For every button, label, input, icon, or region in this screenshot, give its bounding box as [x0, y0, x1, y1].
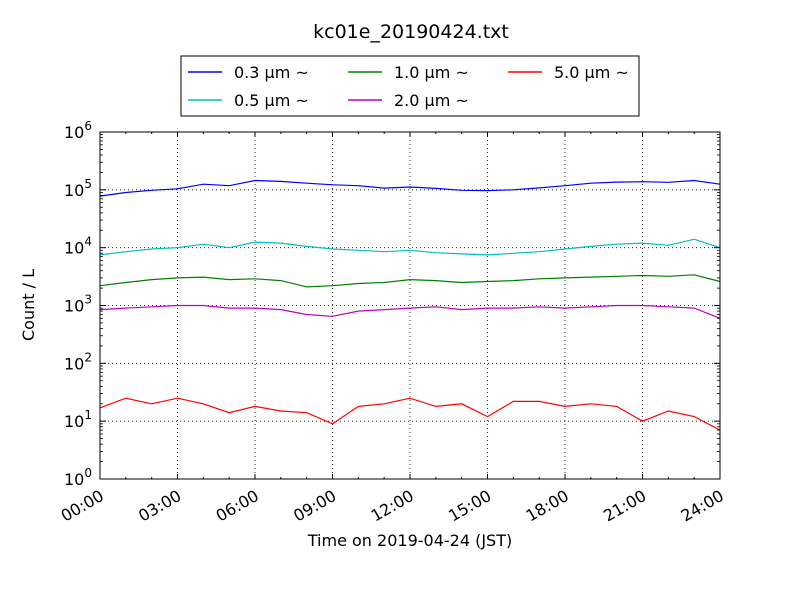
y-tick-label: 100 — [64, 466, 92, 489]
y-tick-label: 101 — [64, 408, 92, 431]
y-axis-title: Count / L — [19, 269, 38, 341]
y-tick-label: 104 — [64, 235, 92, 258]
series-line — [99, 304, 721, 319]
y-tick-label: 105 — [64, 177, 92, 200]
legend-items: 0.3 μm ~ 0.5 μm ~ 1.0 μm ~ 2.0 μm ~ 5.0 μm ~ — [188, 63, 629, 110]
legend-label: 1.0 μm ~ — [394, 63, 469, 82]
x-tick-label: 09:00 — [290, 486, 339, 526]
legend-label: 2.0 μm ~ — [394, 91, 469, 110]
legend: 0.3 μm ~ 0.5 μm ~ 1.0 μm ~ 2.0 μm ~ 5.0 μm ~ — [180, 55, 640, 117]
ticks — [99, 131, 721, 480]
series-line — [99, 274, 721, 288]
y-tick-labels: 100 101 102 103 104 105 106 — [64, 119, 92, 489]
x-tick-label: 24:00 — [678, 486, 727, 526]
legend-label: 5.0 μm ~ — [554, 63, 629, 82]
y-tick-label: 102 — [64, 350, 92, 373]
legend-label: 0.3 μm ~ — [234, 63, 309, 82]
series-line — [99, 238, 721, 256]
x-axis-title: Time on 2019-04-24 (JST) — [307, 531, 512, 550]
legend-frame — [180, 55, 640, 117]
series-line — [99, 397, 721, 431]
y-tick-label: 103 — [64, 293, 92, 316]
x-tick-label: 18:00 — [523, 486, 572, 526]
x-tick-label: 06:00 — [213, 486, 262, 526]
x-tick-label: 00:00 — [58, 486, 107, 526]
series-lines — [99, 179, 721, 431]
x-tick-label: 03:00 — [135, 486, 184, 526]
x-tick-label: 15:00 — [445, 486, 494, 526]
series-line — [99, 179, 721, 197]
x-tick-label: 21:00 — [600, 486, 649, 526]
chart-title: kc01e_20190424.txt — [313, 21, 509, 43]
x-tick-label: 12:00 — [368, 486, 417, 526]
legend-label: 0.5 μm ~ — [234, 91, 309, 110]
x-tick-labels: 00:00 03:00 06:00 09:00 12:00 15:00 18:00 21:00… — [58, 486, 727, 526]
y-tick-label: 106 — [64, 119, 92, 142]
